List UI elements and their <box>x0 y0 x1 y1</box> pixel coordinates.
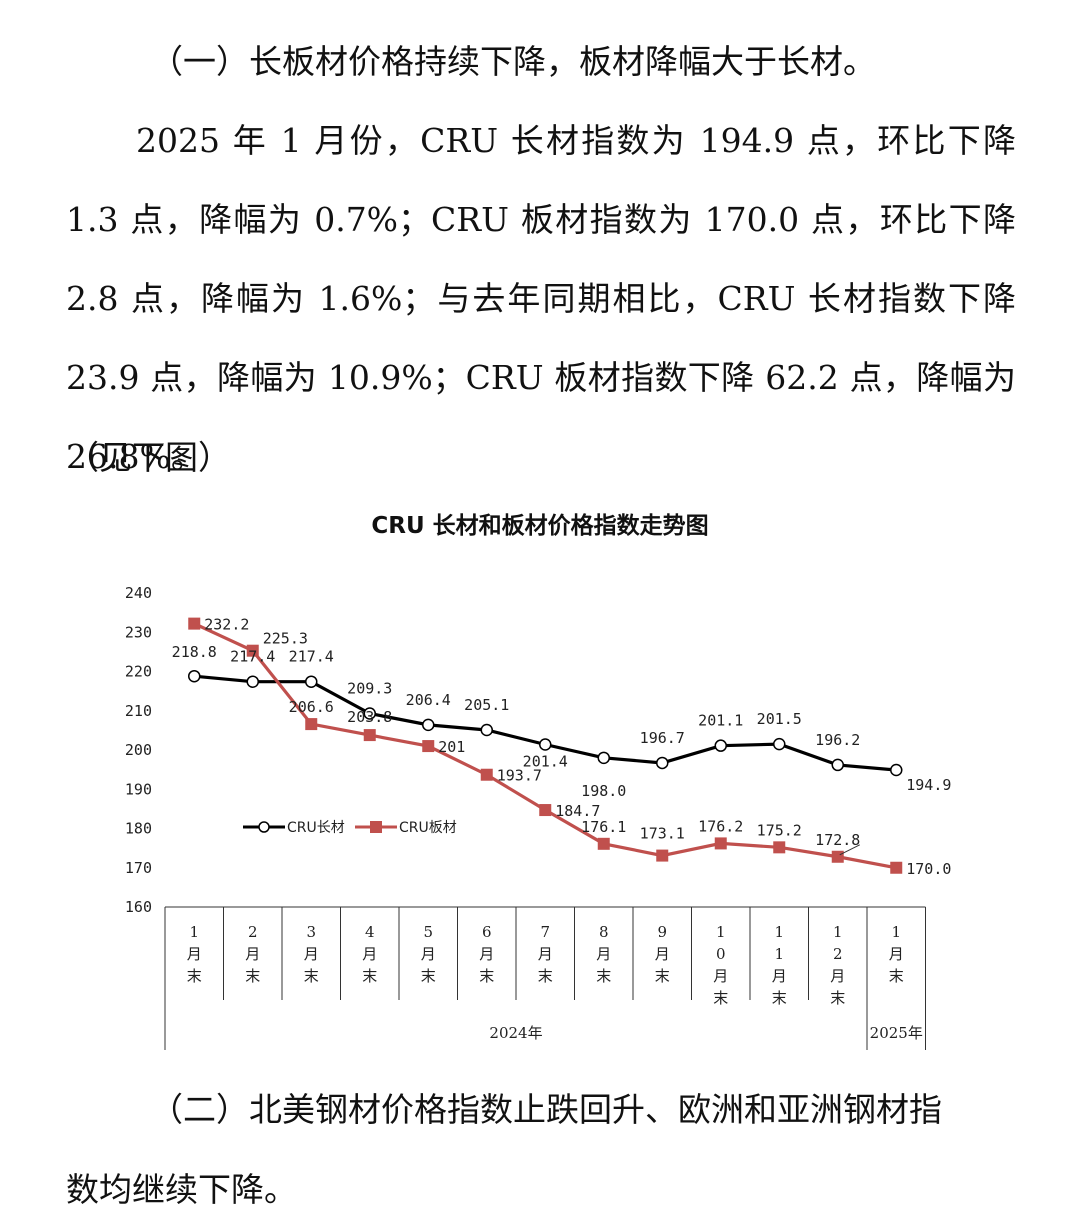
x-tick-label: 1 2 月末 <box>830 923 845 1007</box>
y-tick-label: 160 <box>125 898 152 916</box>
data-point <box>480 723 493 737</box>
section-heading-2: （二）北美钢材价格指数止跌回升、欧洲和亚洲钢材指 <box>150 1090 942 1129</box>
legend-swatch-marker <box>258 821 270 833</box>
data-label: 217.4 <box>230 648 275 666</box>
data-labels: 218.8 217.4 217.4 209.3 206.4 205.1 201.4 198.0… <box>172 616 952 878</box>
body-paragraph: 2025 年 1 月份，CRU 长材指数为 194.9 点，环比下降 1.3 点… <box>66 121 1016 476</box>
year-group-label: 2024年 <box>489 1024 542 1042</box>
data-label: 170.0 <box>906 860 951 878</box>
year-group-label: 2025年 <box>870 1024 923 1042</box>
x-tick-label: 3 月末 <box>304 923 319 985</box>
series-markers <box>188 617 903 874</box>
data-label: 205.1 <box>464 696 509 714</box>
data-label: 201.4 <box>523 753 568 771</box>
data-label: 206.4 <box>406 691 451 709</box>
data-label: 193.7 <box>497 767 542 785</box>
data-point <box>305 718 318 731</box>
data-label: 225.3 <box>263 630 308 648</box>
data-point <box>831 850 844 863</box>
data-point <box>773 841 786 854</box>
data-point <box>773 737 786 751</box>
data-label: 203.8 <box>347 708 392 726</box>
x-tick-label: 7 月末 <box>538 923 553 985</box>
x-tick-label: 5 月末 <box>421 923 436 985</box>
data-label: 184.7 <box>555 802 600 820</box>
data-point <box>890 861 903 874</box>
x-tick-label: 1 月末 <box>187 923 202 985</box>
y-tick-label: 170 <box>125 859 152 877</box>
x-tick-label: 8 月末 <box>596 923 611 985</box>
data-point <box>539 804 552 817</box>
section-heading-2-cont: 数均继续下降。 <box>66 1170 297 1209</box>
x-tick-label: 6 月末 <box>479 923 494 985</box>
label-leader-line <box>839 844 860 856</box>
data-label: 217.4 <box>289 648 334 666</box>
see-figure-note: （见下图） <box>66 438 231 477</box>
legend-label: CRU长材 <box>287 820 345 836</box>
data-label: 196.7 <box>640 729 685 747</box>
line-chart: 160 170 180 190 200 210 220 230 240 1 月末 2 月末 3 月末 4 月末… <box>125 584 952 1050</box>
data-label: 209.3 <box>347 679 392 697</box>
y-tick-label: 210 <box>125 702 152 720</box>
data-label: 172.8 <box>815 831 860 849</box>
data-label: 201 <box>438 738 465 756</box>
data-point <box>188 669 201 683</box>
data-label: 176.2 <box>698 817 743 835</box>
y-tick-label: 200 <box>125 741 152 759</box>
legend: CRU长材 CRU板材 <box>243 820 457 836</box>
data-label: 218.8 <box>172 643 217 661</box>
section-heading-1: （一）长板材价格持续下降，板材降幅大于长材。 <box>150 42 876 81</box>
x-tick-label: 1 1 月末 <box>772 923 787 1007</box>
y-tick-label: 220 <box>125 663 152 681</box>
data-label: 201.1 <box>698 712 743 730</box>
x-tick-label: 1 月末 <box>889 923 904 985</box>
data-point <box>539 738 552 751</box>
chart-title: CRU 长材和板材价格指数走势图 <box>371 513 709 539</box>
data-label: 196.2 <box>815 731 860 749</box>
data-label: 176.1 <box>581 818 626 836</box>
x-axis-table: 1 月末 2 月末 3 月末 4 月末 5 月末 6 月末 7 月末 8 月末 9 月末 1 0 月末 1 1 月末 1 2 月末 1… <box>164 906 926 1050</box>
data-label: 173.1 <box>640 825 685 843</box>
data-label: 175.2 <box>757 821 802 839</box>
data-point <box>363 707 376 720</box>
data-point <box>890 763 903 777</box>
data-point <box>305 675 318 688</box>
data-point <box>656 849 669 862</box>
data-point <box>831 758 844 772</box>
data-point <box>480 768 493 781</box>
data-point <box>422 718 435 732</box>
data-label: 232.2 <box>204 616 249 634</box>
y-tick-label: 190 <box>125 780 152 798</box>
data-point <box>714 837 727 850</box>
data-label: 194.9 <box>906 776 951 794</box>
y-tick-label: 240 <box>125 584 152 602</box>
data-label: 198.0 <box>581 782 626 800</box>
data-point <box>363 729 376 742</box>
data-label: 201.5 <box>757 710 802 728</box>
data-point <box>188 617 201 630</box>
y-axis: 160 170 180 190 200 210 220 230 240 <box>125 584 152 916</box>
x-tick-label: 1 0 月末 <box>713 923 728 1007</box>
legend-label: CRU板材 <box>399 820 457 836</box>
x-tick-label: 2 月末 <box>245 923 260 985</box>
data-point <box>246 675 259 688</box>
data-point <box>656 756 669 770</box>
legend-swatch-marker <box>370 821 382 833</box>
data-label: 206.6 <box>289 698 334 716</box>
data-point <box>422 740 435 753</box>
data-point <box>597 751 610 765</box>
x-tick-label: 9 月末 <box>655 923 670 985</box>
x-tick-label: 4 月末 <box>362 923 377 985</box>
y-tick-label: 180 <box>125 820 152 838</box>
data-point <box>597 837 610 850</box>
y-tick-label: 230 <box>125 623 152 641</box>
data-point <box>246 644 259 657</box>
data-point <box>714 739 727 752</box>
